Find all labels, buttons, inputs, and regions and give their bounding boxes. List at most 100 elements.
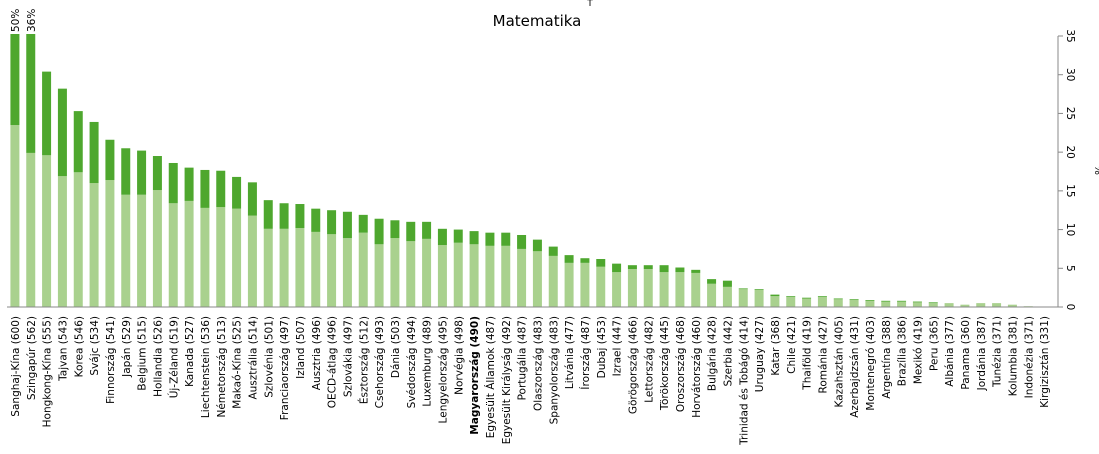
bar-segment [833,299,843,307]
annotation: 36% [26,9,38,32]
bar-segment [105,139,115,181]
x-tick-label: Tajvan (543) [57,316,69,382]
x-tick-label: Egyesült Államok (487) [484,316,497,438]
x-tick-label: Ausztria (496) [311,316,323,390]
x-tick-label: Lengyelország (495) [437,316,449,423]
bar-segment [596,258,606,267]
bar-segment [817,296,827,307]
bar-segment [691,272,701,307]
bar-segment [10,125,20,308]
bar-segment [453,242,463,307]
x-tick-label: Katar (368) [770,316,782,376]
y-axis-label: % [1092,165,1099,175]
x-tick-label: Hongkong-Kína (555) [42,316,54,427]
bar-segment [770,294,780,297]
x-tick-label: Mexikó (419) [912,316,924,384]
bar-segment [897,300,907,302]
bar-segment [184,167,194,201]
x-tick-label: Ausztrália (514) [247,316,259,400]
bar-segment [168,203,178,307]
x-tick-label: Spanyolország (483) [548,316,560,424]
x-tick-label: Belgium (515) [137,316,149,391]
x-tick-label: Izland (507) [295,316,307,379]
bar-segment [960,304,970,307]
bar-segment [469,231,479,245]
x-tick-label: Tunézia (371) [992,316,1004,388]
x-tick-label: Bulgária (428) [707,316,719,391]
x-tick-label: Jordánia (387) [976,316,988,391]
bar-segment [833,298,843,300]
bar-segment [437,245,447,307]
bar-segment [327,210,337,235]
bar-segment [42,71,52,156]
bar-segment [327,234,337,307]
bar-segment [232,176,242,209]
bar-segment [216,170,226,208]
x-tick-label: Szerbia (442) [722,316,734,387]
x-tick-label: Uruguay (427) [754,316,766,392]
x-tick-label: Csehország (493) [374,316,386,408]
bar-segment [422,238,432,307]
y-tick-label: 20 [1064,145,1076,158]
y-tick-label: 5 [1064,265,1076,272]
bar-segment [437,228,447,246]
x-tick-label: Szlovákia (497) [342,316,354,397]
bar-segment [580,258,590,263]
bar-segment [944,303,954,307]
x-tick-label: Argentína (388) [881,316,893,399]
bar-segment [406,221,416,242]
bar-segment [279,203,289,229]
bar-segment [295,204,305,229]
bar-segment [26,152,36,307]
x-tick-label: Franciaország (497) [279,316,291,420]
bar-segment [897,301,907,307]
bar-segment [342,211,352,239]
bar-segment [881,301,891,307]
bar-segment [976,303,986,307]
x-tick-label: Finnország (541) [105,316,117,404]
x-tick-label: Panama (360) [960,316,972,390]
bar-segment [10,34,20,126]
bar-segment [406,241,416,307]
bar-segment [26,34,36,153]
x-tick-label: Japán (529) [121,316,133,378]
bar-segment [184,200,194,307]
bar-segment [580,262,590,307]
y-tick-label: 30 [1064,68,1076,81]
x-tick-label: Makaó-Kína (525) [232,316,244,409]
x-tick-label: Trinidad és Tobágó (414) [738,316,750,446]
bar-segment [57,176,67,307]
x-tick-label: Dánia (503) [390,316,402,378]
y-tick-label: 35 [1064,29,1076,42]
bar-segment [817,296,827,297]
x-tick-label: Chile (421) [786,316,798,374]
x-tick-label: Sanghaj-Kína (600) [10,316,22,417]
bar-segment [707,279,717,284]
bar-segment [422,221,432,239]
bar-segment [548,246,558,256]
bar-segment [216,207,226,307]
x-tick-label: Görögország (466) [627,316,639,414]
x-tick-label: Horvátország (460) [691,316,703,418]
bar-segment [374,244,384,307]
bar-segment [532,251,542,307]
bar-segment [121,148,131,195]
bar-segment [786,296,796,297]
bar-segment [73,111,83,173]
bar-segment [311,231,321,307]
bar-segment [643,269,653,307]
bar-segment [675,267,685,273]
y-tick-label: 25 [1064,107,1076,120]
bar-segment [659,272,669,307]
bar-segment [263,228,273,307]
bar-segment [152,190,162,307]
bar-segment [912,302,922,307]
bar-segment [279,228,289,307]
x-tick-label: Románia (427) [817,316,829,394]
x-tick-label: Kolumbia (381) [1007,316,1019,396]
x-tick-label: Albánia (377) [944,316,956,387]
bar-segment [912,301,922,303]
bar-segment [532,239,542,252]
bar-segment [627,269,637,307]
